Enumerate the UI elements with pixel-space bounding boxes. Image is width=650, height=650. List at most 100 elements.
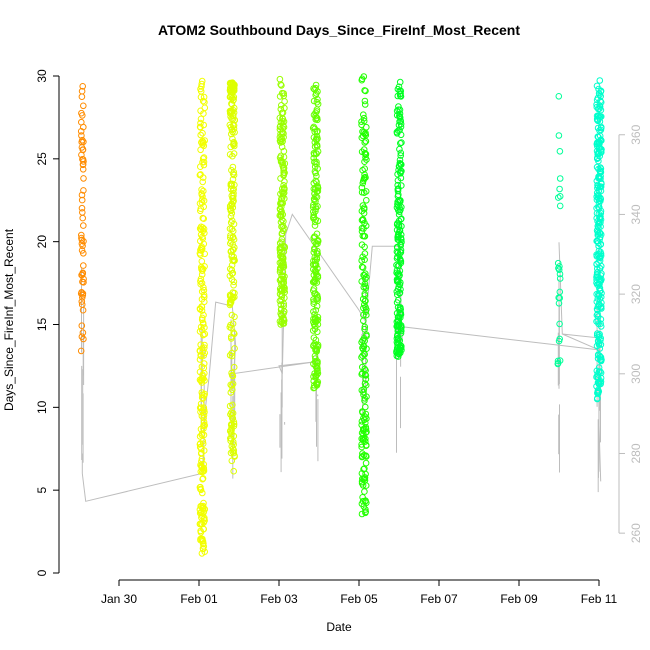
data-point <box>200 515 208 523</box>
data-point <box>359 352 366 360</box>
data-point <box>200 158 208 166</box>
data-point <box>311 311 318 318</box>
data-point <box>311 233 318 240</box>
data-point <box>78 289 85 296</box>
data-point <box>360 304 367 312</box>
data-point <box>598 305 605 312</box>
data-point <box>226 323 234 331</box>
data-point <box>363 273 370 281</box>
data-point <box>229 195 237 202</box>
data-point <box>360 342 368 350</box>
data-point <box>556 335 564 343</box>
data-point <box>395 103 402 110</box>
data-point <box>281 98 288 105</box>
data-point <box>393 288 401 295</box>
data-point <box>80 187 87 194</box>
y-tick-label: 15 <box>35 318 49 332</box>
data-point <box>362 459 370 467</box>
data-point <box>358 121 365 129</box>
data-point <box>229 380 237 388</box>
data-point <box>358 278 366 285</box>
data-point <box>361 243 368 251</box>
data-point <box>361 395 369 402</box>
data-point <box>312 216 320 223</box>
data-point <box>228 430 235 438</box>
data-point <box>394 313 402 321</box>
data-point <box>310 265 317 273</box>
data-point <box>198 258 206 265</box>
data-point <box>226 402 234 410</box>
data-point <box>363 499 370 507</box>
data-point <box>595 173 603 181</box>
data-point <box>362 367 369 374</box>
data-point <box>361 233 369 240</box>
data-point <box>280 130 287 137</box>
data-point <box>200 425 207 432</box>
data-point <box>229 320 237 328</box>
data-point <box>228 311 236 319</box>
data-point <box>199 174 207 181</box>
data-point <box>358 189 366 196</box>
data-point <box>362 381 370 389</box>
data-point <box>361 323 369 331</box>
data-point <box>197 352 204 359</box>
data-point <box>79 329 87 337</box>
data-point <box>198 265 206 272</box>
data-point <box>281 178 288 185</box>
data-point <box>361 97 369 105</box>
y-tick-label: 25 <box>35 152 49 166</box>
data-point <box>358 228 366 235</box>
data-point <box>312 109 319 117</box>
data-point <box>227 109 235 116</box>
data-point <box>228 296 235 304</box>
data-point <box>78 93 86 100</box>
data-point <box>361 337 369 345</box>
data-point <box>78 204 86 212</box>
x-tick-label: Jan 30 <box>101 592 137 606</box>
data-point <box>397 259 405 267</box>
data-point <box>556 193 564 200</box>
data-point <box>359 253 367 261</box>
data-point <box>362 509 369 517</box>
data-point <box>277 105 285 113</box>
data-point <box>310 278 318 285</box>
data-point <box>230 467 237 475</box>
data-point <box>597 378 605 385</box>
data-point <box>358 76 366 84</box>
data-point <box>278 143 286 151</box>
data-point <box>280 248 288 255</box>
data-point <box>311 382 318 389</box>
data-point <box>361 397 368 404</box>
data-point <box>200 431 208 439</box>
data-point <box>198 363 206 371</box>
data-point <box>396 156 404 164</box>
data-point <box>227 449 235 457</box>
data-point <box>311 253 319 261</box>
data-point <box>276 114 284 122</box>
data-point <box>79 242 86 250</box>
data-point <box>396 163 403 170</box>
data-point <box>360 388 367 396</box>
data-point <box>556 175 564 182</box>
data-point <box>198 464 206 472</box>
data-point <box>201 377 208 384</box>
data-point <box>278 223 285 230</box>
data-point <box>393 267 401 274</box>
data-point <box>597 357 604 364</box>
y-tick-label: 20 <box>35 235 49 249</box>
x-tick-label: Feb 03 <box>260 592 298 606</box>
data-point <box>198 190 205 197</box>
data-point <box>398 215 405 222</box>
data-point <box>313 90 320 97</box>
data-point <box>397 161 405 168</box>
data-point <box>77 128 85 135</box>
data-point <box>230 281 237 289</box>
data-point <box>228 209 236 217</box>
data-point <box>397 242 405 249</box>
data-point <box>78 191 86 199</box>
data-point <box>79 166 87 173</box>
x-axis-label: Date <box>326 620 352 634</box>
data-point <box>198 279 206 287</box>
data-point <box>594 265 601 273</box>
